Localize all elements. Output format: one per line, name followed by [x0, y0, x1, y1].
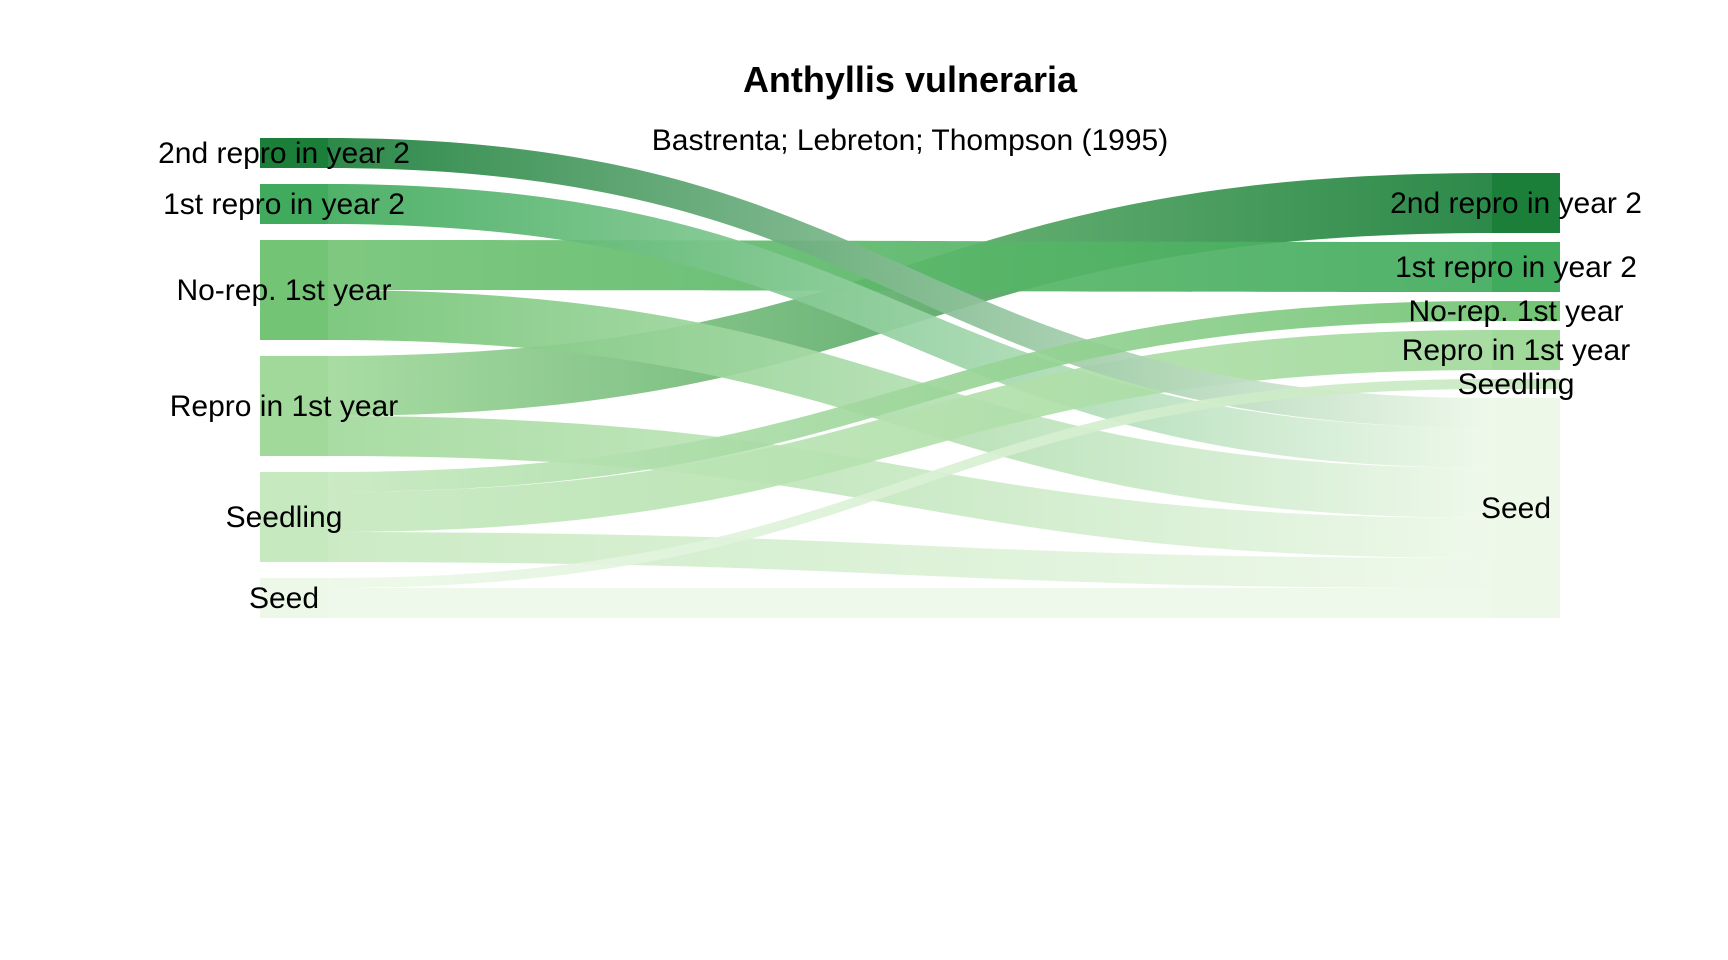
label-right-seedling: Seedling — [1458, 368, 1575, 401]
flow-seed-to-seedling — [328, 379, 1492, 588]
label-left-no-rep-1st-year: No-rep. 1st year — [176, 274, 391, 307]
flow-seed-to-seed — [328, 588, 1492, 618]
node-right-2nd-repro-in-year-2 — [1492, 173, 1560, 233]
nodes-layer — [260, 138, 1560, 618]
flows-layer — [328, 138, 1492, 618]
flow-no-rep-1st-year-to-1st-repro-in-year-2 — [328, 240, 1492, 292]
node-left-seed — [260, 578, 328, 618]
label-left-seed: Seed — [249, 582, 319, 615]
label-left-1st-repro-in-year-2: 1st repro in year 2 — [163, 188, 405, 221]
label-right-2nd-repro-in-year-2: 2nd repro in year 2 — [1390, 187, 1642, 220]
diagram-title: Anthyllis vulneraria — [743, 59, 1078, 100]
node-right-seed — [1492, 398, 1560, 618]
node-left-repro-in-1st-year — [260, 356, 328, 456]
label-right-1st-repro-in-year-2: 1st repro in year 2 — [1395, 251, 1637, 284]
label-left-repro-in-1st-year: Repro in 1st year — [170, 390, 398, 423]
node-left-1st-repro-in-year-2 — [260, 184, 328, 224]
node-right-no-rep-1st-year — [1492, 301, 1560, 321]
label-right-no-rep-1st-year: No-rep. 1st year — [1408, 295, 1623, 328]
label-left-seedling: Seedling — [226, 501, 343, 534]
flow-seedling-to-no-rep-1st-year — [328, 301, 1492, 492]
node-right-seedling — [1492, 379, 1560, 389]
label-right-repro-in-1st-year: Repro in 1st year — [1402, 334, 1630, 367]
label-left-2nd-repro-in-year-2: 2nd repro in year 2 — [158, 137, 410, 170]
flow-2nd-repro-in-year-2-to-seed — [328, 138, 1492, 428]
flow-seedling-to-seed — [328, 532, 1492, 588]
node-left-no-rep-1st-year — [260, 240, 328, 340]
node-left-seedling — [260, 472, 328, 562]
node-right-1st-repro-in-year-2 — [1492, 242, 1560, 292]
label-right-seed: Seed — [1481, 492, 1551, 525]
node-right-repro-in-1st-year — [1492, 330, 1560, 370]
flow-1st-repro-in-year-2-to-seed — [328, 184, 1492, 468]
diagram-subtitle: Bastrenta; Lebreton; Thompson (1995) — [652, 124, 1168, 157]
node-left-2nd-repro-in-year-2 — [260, 138, 328, 168]
